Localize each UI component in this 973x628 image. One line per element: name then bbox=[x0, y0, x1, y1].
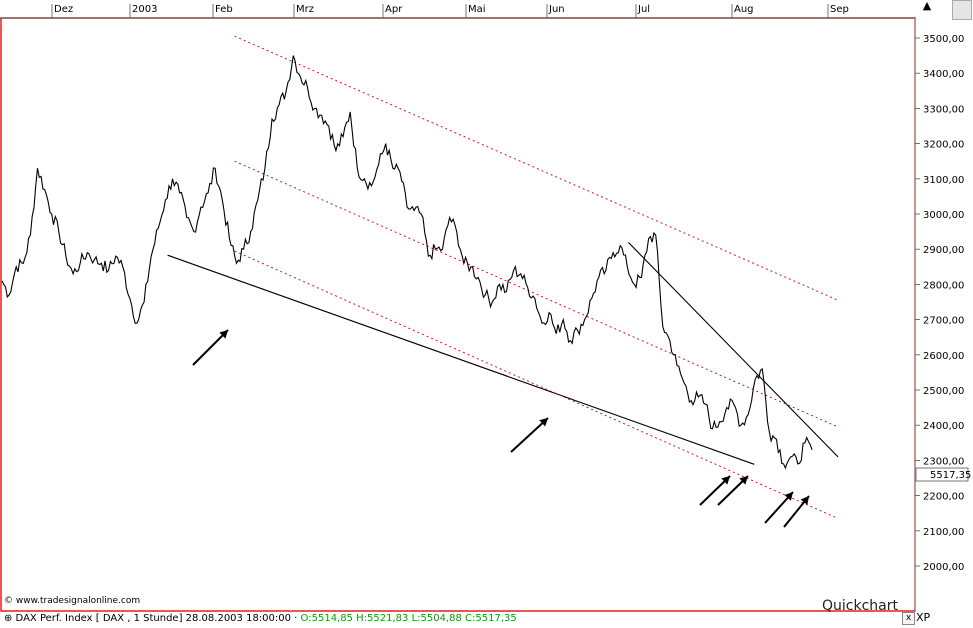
close-icon[interactable]: x bbox=[902, 612, 915, 625]
trend-lines bbox=[167, 35, 839, 519]
panel-scroll-button[interactable] bbox=[952, 0, 972, 20]
plot-border bbox=[0, 17, 916, 612]
y-tick-label: 2600,00 bbox=[923, 351, 964, 362]
y-tick-label: 2800,00 bbox=[923, 280, 964, 291]
month-label: Jul bbox=[637, 4, 650, 15]
arrow-head bbox=[539, 418, 548, 427]
resistance-line bbox=[628, 242, 839, 458]
arrow-head bbox=[219, 330, 228, 339]
site-credit: © www.tradesignalonline.com bbox=[4, 596, 140, 606]
y-tick-label: 2300,00 bbox=[923, 456, 964, 467]
y-tick-label: 3500,00 bbox=[923, 34, 964, 45]
y-tick-label: 2200,00 bbox=[923, 492, 964, 503]
axis-zoom-label[interactable]: XP bbox=[916, 611, 931, 624]
quickchart-label[interactable]: Quickchart bbox=[822, 598, 898, 614]
arrow-head bbox=[800, 496, 809, 505]
sort-up-icon[interactable]: ▲ bbox=[922, 0, 932, 12]
y-tick-label: 2100,00 bbox=[923, 527, 964, 538]
last-price-marker: 5517,35 bbox=[915, 467, 971, 482]
y-tick-label: 2500,00 bbox=[923, 386, 964, 397]
y-tick-label: 3200,00 bbox=[923, 140, 964, 151]
month-label: Dez bbox=[54, 4, 73, 15]
month-label: Mrz bbox=[296, 4, 314, 15]
month-label: Aug bbox=[734, 4, 754, 15]
footer-text: © www.tradesignalonline.com ⊕ DAX Perf. … bbox=[4, 596, 517, 624]
month-label: Mai bbox=[468, 4, 486, 15]
price-line bbox=[1, 55, 813, 470]
month-label: Apr bbox=[385, 4, 403, 15]
y-tick-label: 2700,00 bbox=[923, 316, 964, 327]
y-tick-label: 3300,00 bbox=[923, 104, 964, 115]
annotation-arrow bbox=[510, 417, 549, 453]
month-label: 2003 bbox=[132, 4, 157, 15]
price-series bbox=[1, 55, 813, 470]
arrow-head bbox=[739, 476, 748, 485]
month-label: Sep bbox=[830, 4, 849, 15]
y-tick-label: 2000,00 bbox=[923, 562, 964, 573]
support-line bbox=[167, 254, 755, 465]
y-tick-label: 3000,00 bbox=[923, 210, 964, 221]
arrow-head bbox=[721, 476, 730, 485]
month-axis: Dez 2003 Feb Mrz Apr Mai Jun Jul Aug Sep bbox=[51, 4, 849, 18]
ohlc-values: O:5514,85 H:5521,83 L:5504,88 C:5517,35 bbox=[301, 613, 517, 624]
arrow-head bbox=[784, 492, 793, 501]
channel_low-line bbox=[234, 250, 839, 519]
annotation-arrows bbox=[192, 329, 810, 528]
y-tick-label: 2400,00 bbox=[923, 421, 964, 432]
annotation-arrow bbox=[192, 329, 229, 366]
month-label: Jun bbox=[548, 4, 565, 15]
y-tick-label: 3400,00 bbox=[923, 69, 964, 80]
month-label: Feb bbox=[215, 4, 233, 15]
price-axis: 3500,00 3400,00 3300,00 3200,00 3100,00 3000,… bbox=[915, 34, 964, 573]
svg-text:⊕ DAX Perf. Index [ DAX , 1 St: ⊕ DAX Perf. Index [ DAX , 1 Stunde] 28.0… bbox=[4, 613, 517, 624]
y-tick-label: 3100,00 bbox=[923, 175, 964, 186]
channel_top-line bbox=[234, 35, 839, 301]
series-info: ⊕ DAX Perf. Index [ DAX , 1 Stunde] 28.0… bbox=[4, 613, 297, 624]
last-price-label: 5517,35 bbox=[930, 470, 971, 481]
y-tick-label: 2900,00 bbox=[923, 245, 964, 256]
